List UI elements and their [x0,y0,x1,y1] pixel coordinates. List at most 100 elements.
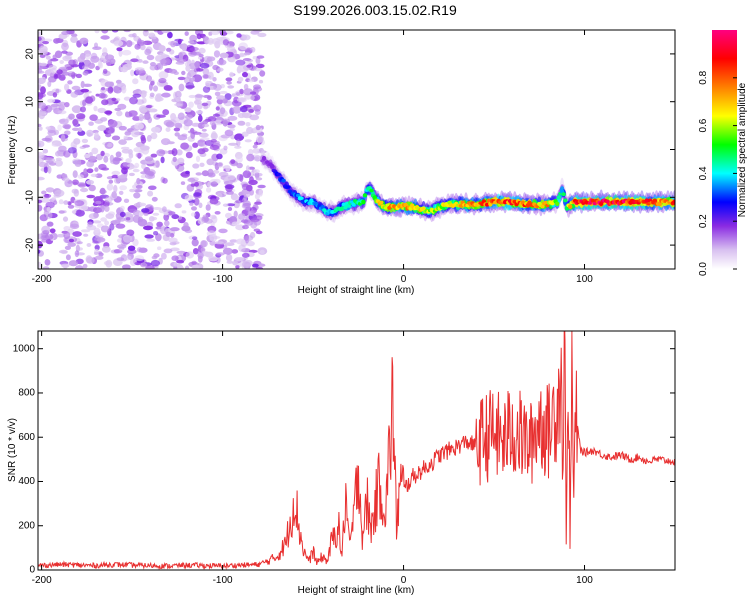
noise-blob [47,59,53,67]
colorbar-tick-label: 0.0 [698,262,709,276]
noise-blob [201,170,209,177]
noise-blob [50,58,59,62]
noise-blob [64,245,71,250]
noise-blob [231,195,240,201]
snr-y-label: SNR (10 * v/v) [7,418,18,482]
noise-blob [169,227,180,232]
noise-blob [78,205,89,211]
noise-blob [146,238,156,242]
noise-blob [147,108,158,113]
noise-blob [83,233,89,237]
noise-blob [191,260,197,266]
ridge-blob [385,203,390,207]
noise-blob [126,229,135,236]
noise-blob [123,30,131,33]
noise-blob [185,251,194,259]
noise-blob [55,88,60,94]
noise-blob [259,249,265,255]
noise-blob [189,202,194,206]
ridge-blob [361,199,366,205]
noise-blob [156,221,163,228]
noise-blob [214,91,221,97]
noise-blob [71,105,82,114]
noise-blob [67,242,76,247]
noise-blob [241,183,250,190]
noise-blob [61,30,70,35]
noise-blob [170,113,177,121]
ridge-blob [644,198,649,203]
noise-blob [196,33,202,40]
noise-blob [70,91,79,98]
noise-blob [222,203,229,207]
ridge-blob [543,200,548,205]
noise-blob [166,47,172,52]
noise-blob [61,173,68,178]
noise-blob [100,217,107,222]
noise-blob [44,259,50,265]
noise-blob [201,102,209,107]
noise-blob [123,96,131,101]
noise-blob [61,50,68,54]
noise-blob [185,65,191,72]
noise-blob [68,59,76,66]
noise-blob [101,246,111,253]
noise-blob [243,190,251,198]
noise-blob [193,197,200,206]
noise-blob [139,149,145,154]
noise-blob [173,261,178,267]
spectrogram-x-label: Height of straight line (km) [298,285,415,296]
noise-blob [135,184,143,189]
noise-blob [252,148,261,154]
noise-blob [62,216,69,222]
noise-blob [68,113,75,120]
noise-blob [214,241,224,245]
noise-blob [232,260,239,266]
noise-blob [105,213,115,220]
noise-blob [195,172,203,176]
noise-blob [256,135,264,143]
noise-blob [38,70,45,74]
colorbar-tick-label: 0.8 [698,70,709,84]
noise-blob [97,125,107,131]
noise-blob [49,228,56,234]
noise-blob [158,78,167,84]
noise-blob [118,139,127,145]
noise-blob [233,210,238,218]
noise-blob [211,131,217,139]
noise-blob [100,225,110,233]
noise-blob [235,92,241,96]
noise-blob [227,177,238,183]
noise-blob [216,153,223,160]
noise-blob [250,95,255,101]
noise-blob [94,30,100,34]
noise-blob [219,107,226,115]
noise-blob [197,255,203,263]
noise-blob [238,244,246,252]
noise-blob [188,101,194,108]
noise-blob [177,76,186,81]
noise-blob [115,151,122,158]
colorbar-label: Normalized spectral amplitude [737,82,748,217]
noise-blob [237,76,244,82]
noise-blob [92,207,103,214]
noise-blob [38,151,45,159]
noise-blob [219,52,229,59]
noise-blob [128,172,135,177]
noise-blob [135,202,141,209]
noise-blob [150,153,158,158]
noise-blob [124,255,132,261]
noise-blob [127,164,134,168]
noise-blob [38,157,43,164]
noise-blob [214,119,224,126]
noise-blob [101,30,109,34]
noise-blob [124,211,132,217]
ridge-blob [563,198,568,203]
noise-blob [107,119,118,128]
noise-blob [92,220,102,224]
noise-blob [254,215,263,221]
noise-blob [41,137,52,142]
noise-blob [215,252,225,256]
ridge-blob [556,195,561,200]
colorbar-tick-label: 0.4 [698,166,709,180]
noise-blob [131,129,140,138]
